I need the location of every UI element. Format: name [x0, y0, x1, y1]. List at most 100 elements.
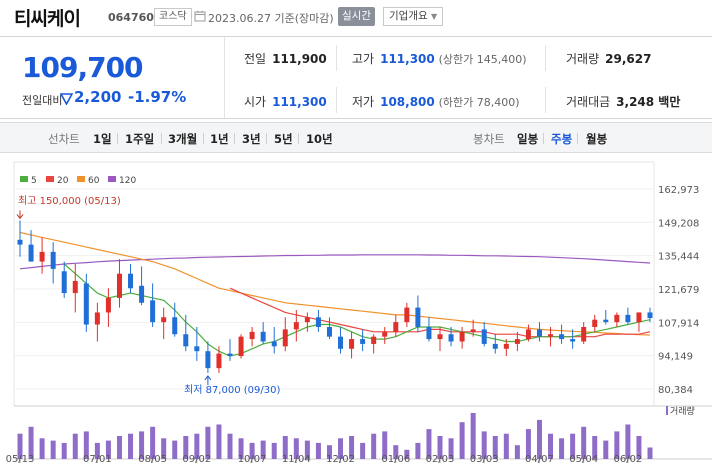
volume-bar: [592, 436, 598, 459]
high-label: 고가: [352, 52, 375, 66]
x-tick-label: 11/04: [282, 454, 311, 464]
candle-body: [371, 336, 377, 344]
period-1d[interactable]: 1일: [93, 132, 112, 146]
x-tick-label: 09/02: [182, 454, 211, 464]
volume-legend-swatch: [666, 406, 668, 415]
volume-bar: [448, 438, 454, 459]
amount-value: 3,248 백만: [616, 95, 681, 109]
candle-body: [448, 334, 454, 342]
volume-bar: [326, 445, 332, 459]
volume-bar: [481, 431, 487, 459]
volume-bar: [636, 436, 642, 459]
x-tick-label: 05/13: [6, 454, 35, 464]
high-price: 고가 111,300 (상한가 145,400): [352, 50, 527, 67]
low-value: 108,800: [380, 95, 435, 109]
volume-bar: [282, 436, 288, 459]
y-tick-label: 107,914: [658, 318, 699, 329]
candle-body: [260, 331, 266, 342]
candle-body: [216, 353, 222, 369]
period-1w[interactable]: 1주일: [125, 132, 155, 146]
divider: [545, 87, 546, 113]
candle-body: [61, 271, 67, 294]
legend-ma60: 60: [88, 176, 100, 186]
candle-body: [205, 351, 211, 369]
chart-period-toolbar: 선차트 1일 1주일 3개월 1년 3년 5년 10년 봉차트 일봉 주봉 월봉: [0, 122, 712, 153]
candle-body: [227, 353, 233, 357]
candle-body: [614, 314, 620, 323]
candle-body: [393, 322, 399, 332]
volume-bar: [536, 419, 542, 459]
prev-close-value: 111,900: [272, 52, 327, 66]
volume-bar: [128, 433, 134, 459]
volume-bar: [183, 436, 189, 459]
period-10y[interactable]: 10년: [306, 132, 333, 146]
volume-legend: 거래량: [670, 405, 695, 417]
volume-bar: [227, 433, 233, 459]
period-3y[interactable]: 3년: [242, 132, 261, 146]
volume-bar: [360, 442, 366, 459]
volume-bar: [216, 424, 222, 459]
period-1y[interactable]: 1년: [210, 132, 229, 146]
high-annotation: 최고 150,000 (05/13): [18, 195, 121, 207]
company-info-dropdown[interactable]: 기업개요 ▼: [383, 7, 444, 26]
candle-weekly[interactable]: 주봉: [551, 132, 573, 146]
candle-body: [271, 341, 277, 347]
volume-bar: [603, 440, 609, 459]
amount-label: 거래대금: [566, 95, 611, 109]
volume-bar: [514, 445, 520, 459]
candle-body: [150, 300, 156, 323]
candle-body: [83, 283, 89, 325]
low-label: 저가: [352, 95, 375, 109]
legend-ma20-swatch: [46, 176, 54, 182]
divider: [336, 87, 337, 113]
stock-chart[interactable]: 5 20 60 120 162,973 149,208 135,444 121,679…: [0, 156, 712, 464]
y-tick-label: 121,679: [658, 285, 699, 296]
legend-ma5: 5: [31, 176, 37, 186]
period-5y[interactable]: 5년: [274, 132, 293, 146]
price-change: 2,200: [74, 88, 122, 106]
realtime-button[interactable]: 실시간: [338, 7, 375, 26]
x-tick-label: 07/01: [83, 454, 112, 464]
volume-bar: [349, 436, 355, 459]
prev-close-label: 전일: [244, 52, 267, 66]
candle-body: [548, 334, 554, 337]
candle-body: [338, 336, 344, 349]
candle-body: [349, 339, 355, 349]
candle-monthly[interactable]: 월봉: [586, 132, 608, 146]
candle-body: [326, 326, 332, 337]
volume-bar: [271, 442, 277, 459]
candle-body: [647, 312, 653, 319]
open-price: 시가 111,300: [244, 93, 327, 110]
candle-body: [128, 273, 134, 289]
candle-body: [116, 273, 122, 298]
stock-name: 티씨케이: [14, 8, 81, 30]
candle-body: [304, 317, 310, 323]
volume-bar: [139, 431, 145, 459]
ma60-line: [19, 231, 651, 336]
candle-chart-label: 봉차트: [473, 132, 505, 146]
period-3m[interactable]: 3개월: [168, 132, 198, 146]
current-price-box: 109,700 전일대비 2,200 -1.97%: [0, 37, 225, 118]
candle-body: [28, 244, 34, 262]
candle-body: [625, 314, 631, 323]
y-tick-label: 149,208: [658, 218, 699, 229]
quote-panel: 109,700 전일대비 2,200 -1.97% 전일 111,900 고가 11…: [0, 36, 712, 119]
lower-limit: (하한가 78,400): [438, 96, 520, 109]
y-tick-label: 80,384: [658, 385, 693, 396]
x-tick-label: 12/02: [326, 454, 355, 464]
divider: [545, 45, 546, 71]
candle-daily[interactable]: 일봉: [517, 132, 539, 146]
volume-bar: [437, 436, 443, 459]
candle-body: [492, 343, 498, 349]
volume-bar: [304, 440, 310, 459]
y-tick-label: 94,149: [658, 352, 693, 363]
line-chart-label: 선차트: [48, 132, 80, 146]
candle-body: [570, 339, 576, 342]
volume-bar: [492, 436, 498, 459]
volume-bar: [72, 433, 78, 459]
volume-bar: [581, 426, 587, 459]
volume-bar: [548, 433, 554, 459]
volume-bar: [470, 413, 476, 459]
volume-bar: [61, 442, 67, 459]
stock-code: 064760: [108, 11, 154, 24]
